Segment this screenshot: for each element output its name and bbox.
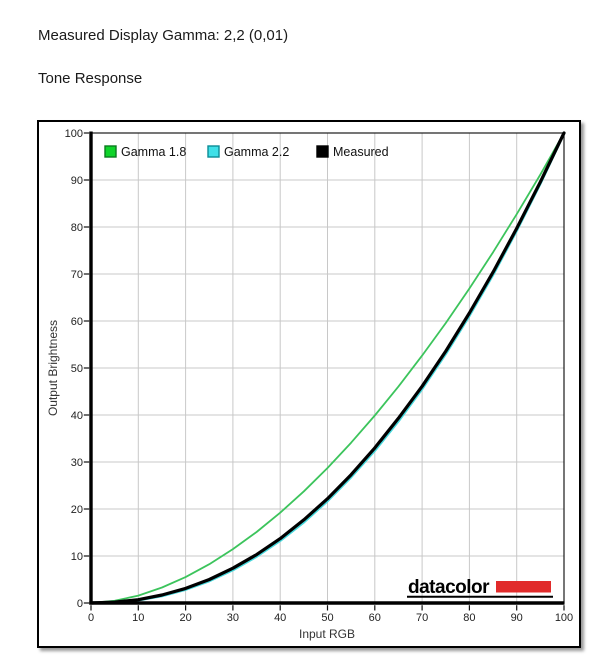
measured-gamma-text: Measured Display Gamma: 2,2 (0,01)	[38, 27, 289, 44]
y-tick-label: 10	[71, 551, 83, 563]
legend-swatch-gamma-1-8-icon	[104, 145, 117, 158]
x-tick-label: 60	[369, 612, 381, 624]
y-tick-label: 50	[71, 363, 83, 375]
legend-item-gamma-1-8: Gamma 1.8	[104, 145, 186, 159]
y-tick-label: 100	[65, 128, 83, 140]
curves	[89, 131, 566, 605]
section-heading-tone-response: Tone Response	[38, 70, 143, 87]
y-axis-title: Output Brightness	[46, 320, 60, 416]
x-tick-label: 20	[179, 612, 191, 624]
tone-response-chart-panel: 0 10 20 30 40 50 60 70 80 90 100 0 10 20 30 40 50 60 70 80 9…	[37, 120, 581, 648]
x-tick-label: 30	[227, 612, 239, 624]
y-tick-label: 90	[71, 175, 83, 187]
legend-item-measured: Measured	[316, 145, 389, 159]
x-axis-title: Input RGB	[299, 627, 355, 641]
legend-item-gamma-2-2: Gamma 2.2	[207, 145, 289, 159]
datacolor-logo: datacolor	[407, 577, 553, 598]
y-tick-label: 30	[71, 457, 83, 469]
x-tick-label: 10	[132, 612, 144, 624]
legend-label-gamma-1-8: Gamma 1.8	[121, 145, 186, 159]
x-tick-label: 40	[274, 612, 286, 624]
y-tick-label: 40	[71, 410, 83, 422]
gridlines	[91, 132, 565, 603]
series-curve-gamma-1-8	[90, 132, 565, 604]
axis-tick-labels: 0 10 20 30 40 50 60 70 80 90 100 0 10 20 30 40 50 60 70 80 9…	[65, 128, 574, 624]
datacolor-logo-red-bar-icon	[496, 581, 551, 593]
x-tick-label: 100	[555, 612, 573, 624]
x-tick-label: 90	[511, 612, 523, 624]
x-tick-label: 50	[321, 612, 333, 624]
x-tick-label: 70	[416, 612, 428, 624]
legend-label-gamma-2-2: Gamma 2.2	[224, 145, 289, 159]
y-tick-label: 70	[71, 269, 83, 281]
legend-swatch-gamma-2-2-icon	[207, 145, 220, 158]
y-tick-label: 20	[71, 504, 83, 516]
datacolor-logo-text: datacolor	[408, 577, 490, 598]
y-tick-label: 0	[77, 598, 83, 610]
legend-label-measured: Measured	[333, 145, 389, 159]
axis-ticks	[83, 132, 565, 611]
x-tick-label: 0	[88, 612, 94, 624]
y-tick-label: 60	[71, 316, 83, 328]
legend: Gamma 1.8 Gamma 2.2 Measured	[104, 145, 389, 159]
tone-response-chart: 0 10 20 30 40 50 60 70 80 90 100 0 10 20 30 40 50 60 70 80 9…	[46, 128, 574, 641]
legend-swatch-measured-icon	[316, 145, 329, 158]
x-tick-label: 80	[463, 612, 475, 624]
y-tick-label: 80	[71, 222, 83, 234]
series-curve-measured	[89, 131, 566, 605]
